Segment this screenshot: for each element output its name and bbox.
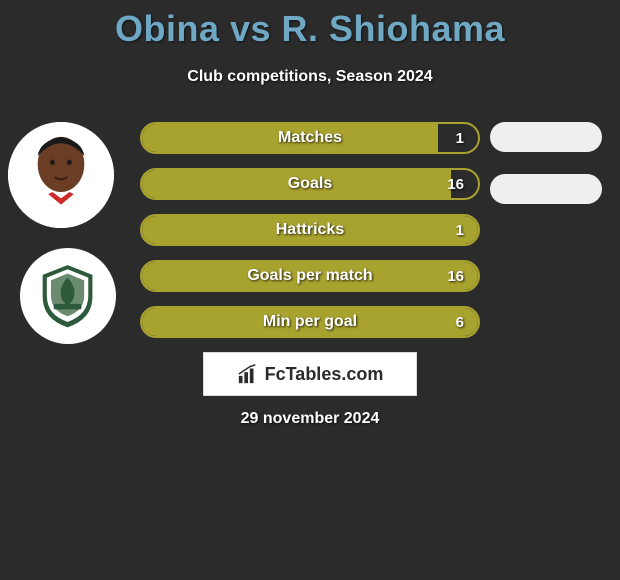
stat-bar-value: 1 (456, 222, 464, 239)
stat-bar: Matches 1 (140, 122, 480, 154)
stat-bar-value: 1 (456, 130, 464, 147)
stats-bars: Matches 1 Goals 16 Hattricks 1 Goals per match… (140, 122, 480, 338)
stat-bar: Min per goal 6 (140, 306, 480, 338)
stat-bar-value: 16 (447, 268, 464, 285)
avatars-column (8, 122, 116, 344)
player-2-crest (20, 248, 116, 344)
stat-bar-value: 6 (456, 314, 464, 331)
blank-pill (490, 122, 602, 152)
stat-bar-label: Goals per match (247, 267, 372, 285)
stat-bar: Goals per match 16 (140, 260, 480, 292)
subtitle: Club competitions, Season 2024 (0, 68, 620, 86)
page-title: Obina vs R. Shiohama (0, 0, 620, 50)
stat-bar-label: Matches (278, 129, 342, 147)
brand-badge: FcTables.com (203, 352, 417, 396)
brand-text: FcTables.com (265, 364, 384, 385)
player-1-avatar (8, 122, 114, 228)
blank-pill (490, 174, 602, 204)
person-icon (8, 122, 114, 228)
barchart-icon (237, 363, 259, 385)
stat-bar: Hattricks 1 (140, 214, 480, 246)
stat-bar-label: Min per goal (263, 313, 357, 331)
date-text: 29 november 2024 (0, 410, 620, 428)
stat-bar-label: Goals (288, 175, 332, 193)
right-pills (490, 122, 602, 204)
stat-bar-value: 16 (447, 176, 464, 193)
stat-bar-label: Hattricks (276, 221, 344, 239)
crest-icon (33, 261, 102, 330)
stat-bar: Goals 16 (140, 168, 480, 200)
